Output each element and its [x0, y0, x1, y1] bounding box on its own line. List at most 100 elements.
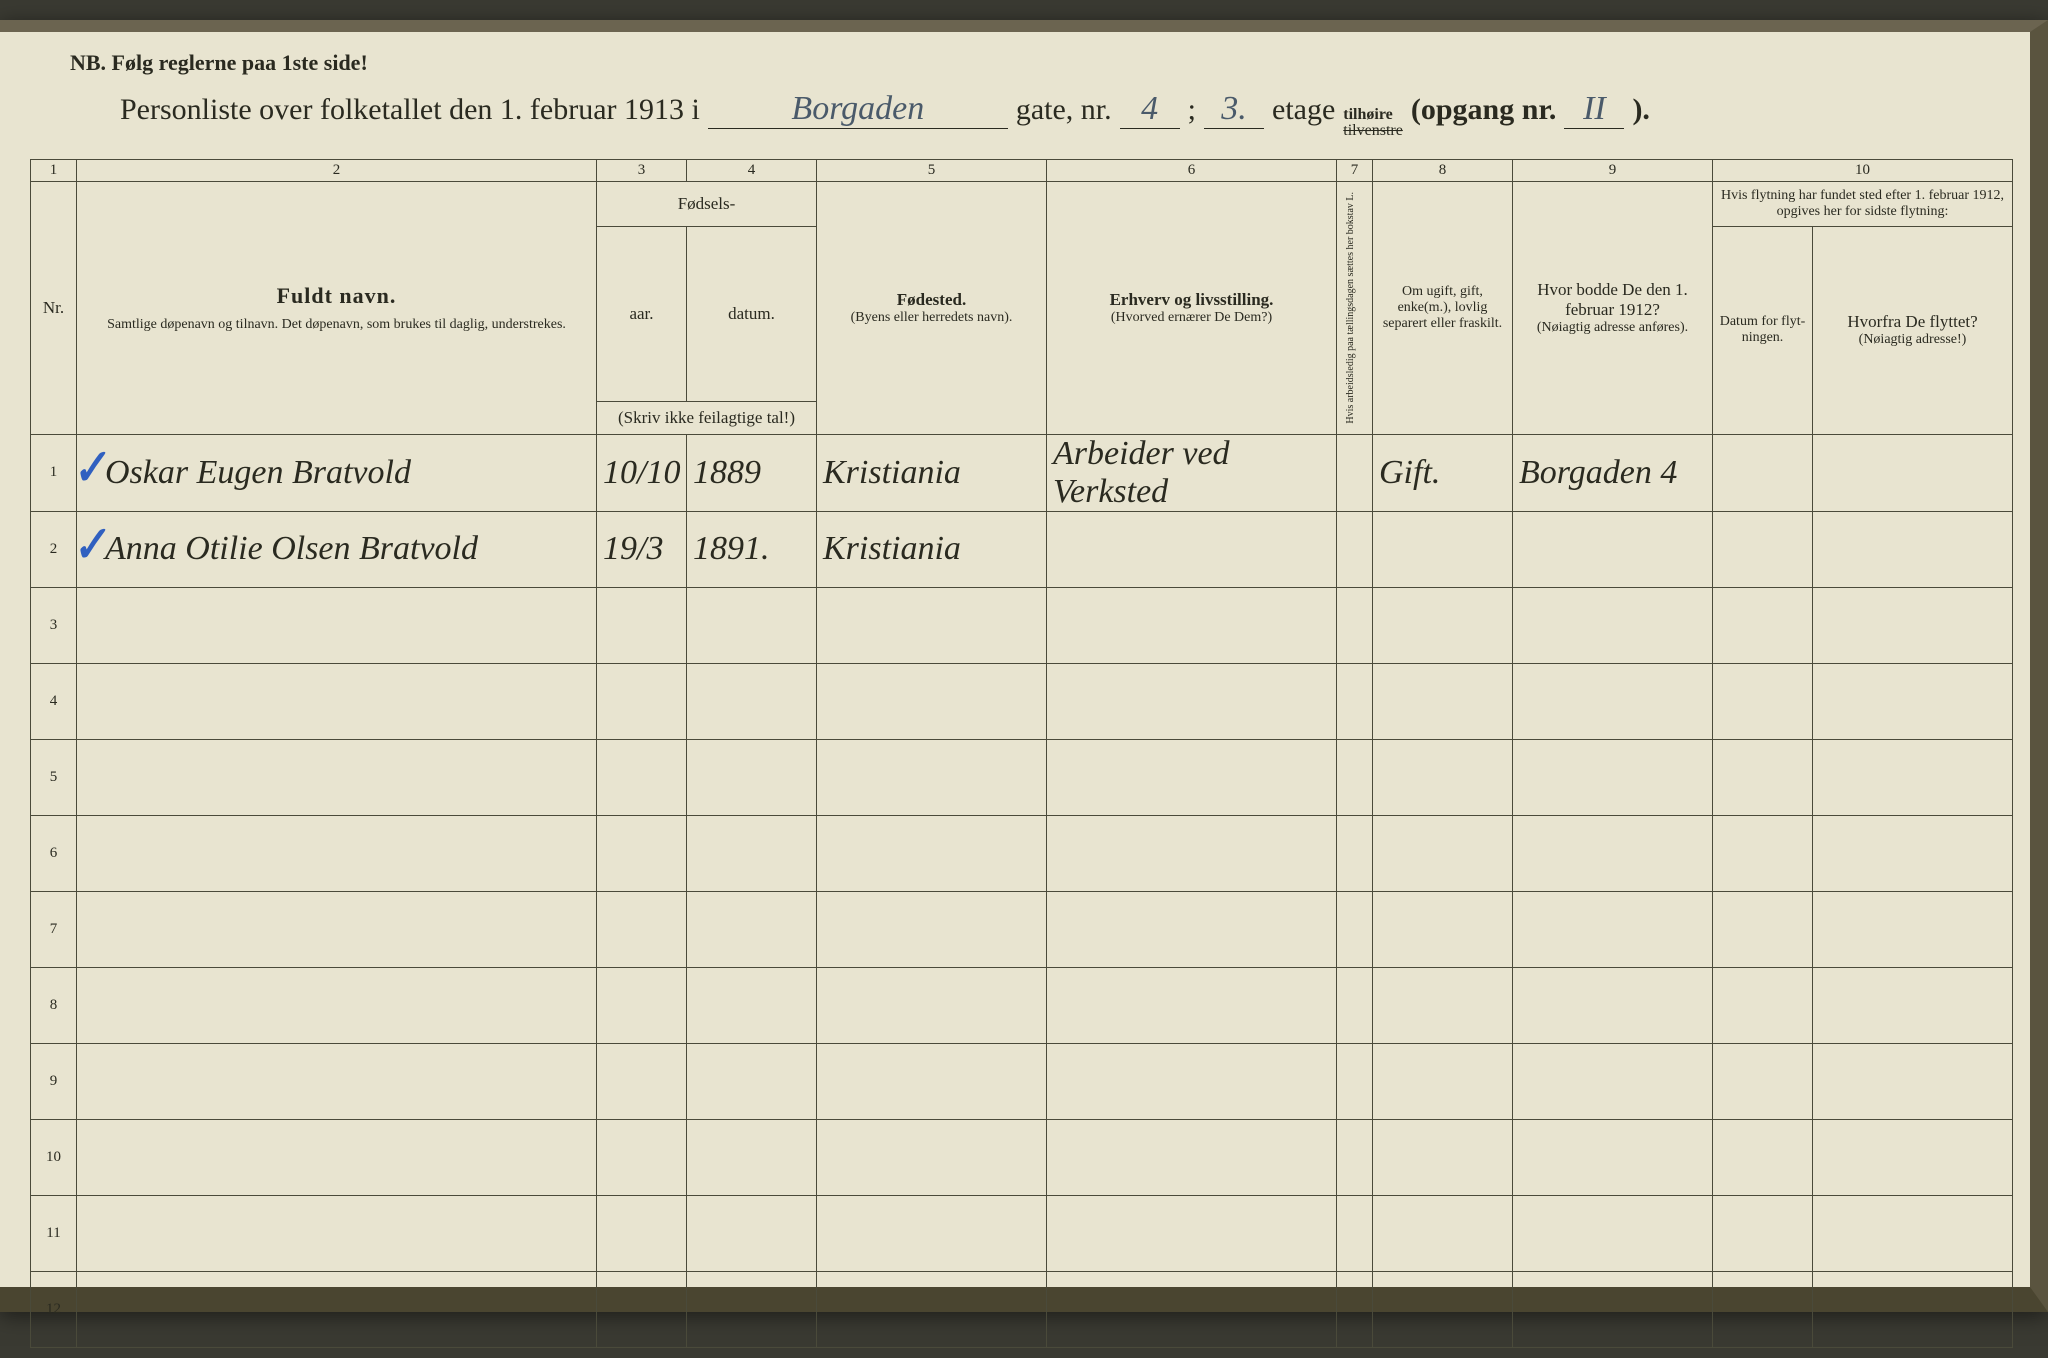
row-number: 8: [31, 967, 77, 1043]
name-text: Anna Otilie Olsen Bratvold: [105, 530, 478, 567]
cell-flyt-dat: [1713, 1119, 1813, 1195]
col-7: Hvis arbeidsledig paa tællingsdagen sætt…: [1337, 182, 1373, 435]
cell-fodested: [817, 1043, 1047, 1119]
table-row: 7: [31, 891, 2013, 967]
cell-flyt-dat: [1713, 434, 1813, 511]
cell-bodde: [1513, 967, 1713, 1043]
check-icon: ✓: [67, 517, 112, 574]
cell-col7: [1337, 663, 1373, 739]
colnum: 5: [817, 160, 1047, 182]
cell-erhverv: [1047, 815, 1337, 891]
cell-aar: [597, 1271, 687, 1347]
opgang-label: (opgang nr.: [1411, 93, 1557, 127]
cell-name: [77, 663, 597, 739]
cell-hvorfra: [1813, 434, 2013, 511]
cell-ugift: [1373, 1195, 1513, 1271]
cell-name: [77, 1271, 597, 1347]
col-flytning-t: Hvis flytning har fundet sted efter 1. f…: [1719, 188, 2006, 220]
cell-flyt-dat: [1713, 967, 1813, 1043]
colnum: 1: [31, 160, 77, 182]
row-number: 10: [31, 1119, 77, 1195]
cell-bodde: [1513, 1119, 1713, 1195]
col-bodde: Hvor bodde De den 1. februar 1912? (Nøia…: [1513, 182, 1713, 435]
cell-bodde: [1513, 1271, 1713, 1347]
cell-datum: [687, 967, 817, 1043]
cell-datum: 1891.: [687, 511, 817, 587]
col-fodsels: Fødsels-: [597, 182, 817, 227]
page-inner: NB. Følg reglerne paa 1ste side! Personl…: [0, 32, 2030, 1358]
cell-aar: [597, 1043, 687, 1119]
cell-col7: [1337, 815, 1373, 891]
cell-erhverv: [1047, 891, 1337, 967]
cell-aar: 19/3: [597, 511, 687, 587]
cell-hvorfra: [1813, 815, 2013, 891]
cell-aar: [597, 663, 687, 739]
cell-bodde: [1513, 511, 1713, 587]
cell-hvorfra: [1813, 1043, 2013, 1119]
cell-bodde: [1513, 663, 1713, 739]
cell-col7: [1337, 967, 1373, 1043]
cell-hvorfra: [1813, 663, 2013, 739]
cell-fodested: [817, 587, 1047, 663]
table-row: 9: [31, 1043, 2013, 1119]
cell-hvorfra: [1813, 587, 2013, 663]
cell-col7: [1337, 1119, 1373, 1195]
cell-name: ✓Oskar Eugen Bratvold: [77, 434, 597, 511]
cell-aar: [597, 1195, 687, 1271]
cell-fodested: [817, 1119, 1047, 1195]
cell-bodde: [1513, 1043, 1713, 1119]
col-erhverv-t: Erhverv og livsstilling.: [1053, 290, 1330, 310]
table-row: 1✓Oskar Eugen Bratvold10/101889Kristiani…: [31, 434, 2013, 511]
cell-col7: [1337, 1195, 1373, 1271]
cell-datum: [687, 1043, 817, 1119]
cell-erhverv: [1047, 1043, 1337, 1119]
cell-datum: [687, 815, 817, 891]
cell-aar: [597, 815, 687, 891]
cell-fodested: Kristiania: [817, 511, 1047, 587]
table-row: 10: [31, 1119, 2013, 1195]
title-line: Personliste over folketallet den 1. febr…: [120, 90, 2000, 139]
col-ugift: Om ugift, gift, enke(m.), lovlig separer…: [1373, 182, 1513, 435]
cell-ugift: [1373, 891, 1513, 967]
cell-fodested: [817, 891, 1047, 967]
col-hvorfra: Hvorfra De flyttet? (Nøiagtig adresse!): [1813, 227, 2013, 435]
cell-datum: [687, 587, 817, 663]
col-hvorfra-t: Hvorfra De flyttet?: [1819, 312, 2006, 332]
cell-ugift: Gift.: [1373, 434, 1513, 511]
table-row: 5: [31, 739, 2013, 815]
cell-bodde: [1513, 739, 1713, 815]
cell-datum: 1889: [687, 434, 817, 511]
cell-ugift: [1373, 1271, 1513, 1347]
col-7-vert: Hvis arbeidsledig paa tællingsdagen sætt…: [1343, 188, 1358, 428]
cell-flyt-dat: [1713, 663, 1813, 739]
colnum: 4: [687, 160, 817, 182]
row-number: 3: [31, 587, 77, 663]
cell-ugift: [1373, 739, 1513, 815]
col-bodde-t: Hvor bodde De den 1. februar 1912?: [1519, 280, 1706, 320]
table-row: 12: [31, 1271, 2013, 1347]
cell-datum: [687, 1195, 817, 1271]
cell-flyt-dat: [1713, 815, 1813, 891]
col-flytning: Hvis flytning har fundet sted efter 1. f…: [1713, 182, 2013, 227]
colnum: 3: [597, 160, 687, 182]
street-field: Borgaden: [708, 90, 1008, 129]
cell-name: ✓Anna Otilie Olsen Bratvold: [77, 511, 597, 587]
side-choice: tilhøire tilvenstre: [1343, 107, 1403, 139]
cell-erhverv: [1047, 663, 1337, 739]
colnum: 7: [1337, 160, 1373, 182]
name-text: Oskar Eugen Bratvold: [105, 454, 411, 491]
row-number: 5: [31, 739, 77, 815]
gate-nr-field: 4: [1120, 90, 1180, 129]
row-number: 6: [31, 815, 77, 891]
title-prefix: Personliste over folketallet den 1. febr…: [120, 93, 700, 127]
cell-name: [77, 1043, 597, 1119]
cell-datum: [687, 663, 817, 739]
row-number: 9: [31, 1043, 77, 1119]
col-name: Fuldt navn. Samtlige døpenavn og tilnavn…: [77, 182, 597, 435]
cell-datum: [687, 891, 817, 967]
cell-fodested: [817, 967, 1047, 1043]
table-body: 1✓Oskar Eugen Bratvold10/101889Kristiani…: [31, 434, 2013, 1347]
cell-name: [77, 967, 597, 1043]
cell-erhverv: Arbeider ved Verksted: [1047, 434, 1337, 511]
col-name-sub: Samtlige døpenavn og tilnavn. Det døpena…: [83, 317, 590, 333]
